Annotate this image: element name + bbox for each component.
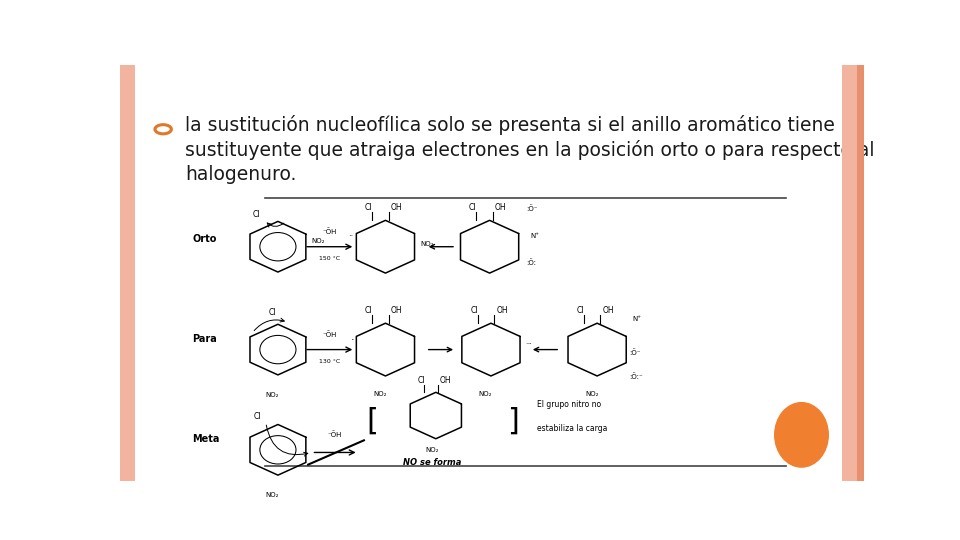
Bar: [857, 65, 864, 481]
Text: OH: OH: [391, 204, 402, 212]
Text: ]: ]: [507, 406, 519, 435]
Text: halogenuro.: halogenuro.: [185, 165, 297, 185]
Text: 150 °C: 150 °C: [319, 256, 340, 261]
Text: Cl: Cl: [252, 210, 260, 219]
Text: NO₂: NO₂: [479, 391, 492, 397]
Text: ·: ·: [350, 335, 354, 345]
Text: [: [: [366, 406, 378, 435]
Text: NO₂: NO₂: [425, 447, 440, 453]
Text: Cl: Cl: [470, 306, 478, 315]
Text: N⁺: N⁺: [530, 233, 539, 239]
Text: ⁻ŌH: ⁻ŌH: [323, 228, 337, 235]
Text: OH: OH: [440, 376, 451, 386]
Text: NO₂: NO₂: [585, 391, 598, 397]
Text: NO se forma: NO se forma: [403, 458, 462, 467]
Text: ⁻ŌH: ⁻ŌH: [328, 431, 342, 438]
Ellipse shape: [775, 403, 828, 467]
Text: NO₂: NO₂: [420, 241, 434, 247]
Text: NO₂: NO₂: [373, 391, 387, 397]
Text: sustituyente que atraiga electrones en la posición orto o para respecto al: sustituyente que atraiga electrones en l…: [185, 140, 875, 160]
Text: NO₂: NO₂: [266, 392, 279, 398]
Text: Para: Para: [193, 334, 217, 344]
Text: estabiliza la carga: estabiliza la carga: [537, 424, 607, 433]
Text: NO₂: NO₂: [311, 239, 325, 245]
Text: ⁻ŌH: ⁻ŌH: [323, 331, 337, 338]
Bar: [120, 65, 134, 481]
Bar: [843, 65, 857, 481]
Text: ··: ··: [348, 232, 353, 241]
Text: :Ö⁻: :Ö⁻: [527, 205, 538, 212]
Text: Cl: Cl: [269, 308, 276, 317]
Text: :Ö⁻: :Ö⁻: [630, 349, 641, 356]
Text: Meta: Meta: [193, 434, 220, 444]
Text: Cl: Cl: [365, 204, 372, 212]
Text: 130 °C: 130 °C: [319, 359, 340, 364]
Text: la sustitución nucleofílica solo se presenta si el anillo aromático tiene un: la sustitución nucleofílica solo se pres…: [185, 115, 865, 135]
Text: :Ö:: :Ö:: [527, 259, 537, 266]
Text: Orto: Orto: [193, 234, 217, 244]
Text: Cl: Cl: [418, 376, 425, 386]
Text: OH: OH: [495, 204, 507, 212]
Text: OH: OH: [603, 306, 614, 315]
Text: Cl: Cl: [469, 204, 476, 212]
Text: :Ö:⁻: :Ö:⁻: [630, 373, 643, 380]
Text: ⁻·: ⁻·: [526, 340, 533, 349]
Text: OH: OH: [496, 306, 508, 315]
Text: El grupo nitro no: El grupo nitro no: [537, 401, 601, 409]
Text: OH: OH: [391, 306, 402, 315]
Text: Cl: Cl: [577, 306, 584, 315]
Text: NO₂: NO₂: [266, 492, 279, 498]
Text: N⁺: N⁺: [633, 315, 641, 322]
Text: Cl: Cl: [254, 412, 261, 421]
Text: Cl: Cl: [365, 306, 372, 315]
